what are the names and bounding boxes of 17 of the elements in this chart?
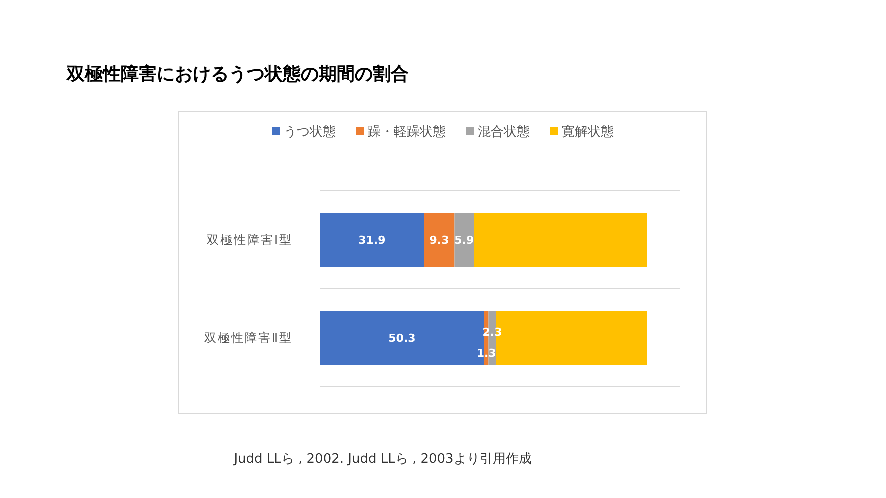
legend-label: 混合状態 (478, 125, 530, 140)
legend-label: 寛解状態 (562, 124, 614, 140)
legend-label: うつ状態 (284, 125, 336, 140)
text: Judd LLら , 2002. Judd LLら , 2003より引用作成 (233, 452, 532, 467)
data-label: 5.9 (454, 234, 474, 247)
bar (424, 213, 455, 267)
data-label: 50.3 (388, 332, 416, 345)
legend-label: 躁・軽躁状態 (368, 125, 446, 140)
data-label: 9.3 (430, 234, 450, 247)
bar (320, 213, 424, 267)
data-label: 1.3 (476, 347, 496, 360)
chart-title: 双極性障害におけるうつ状態の期間の割合 (66, 64, 409, 85)
bar (454, 213, 474, 267)
bar (474, 213, 647, 267)
data-label: 31.9 (358, 234, 386, 247)
y-tick-label: 双極性障害Ⅰ型 (206, 233, 293, 247)
y-tick-label: 双極性障害Ⅱ型 (204, 331, 293, 345)
